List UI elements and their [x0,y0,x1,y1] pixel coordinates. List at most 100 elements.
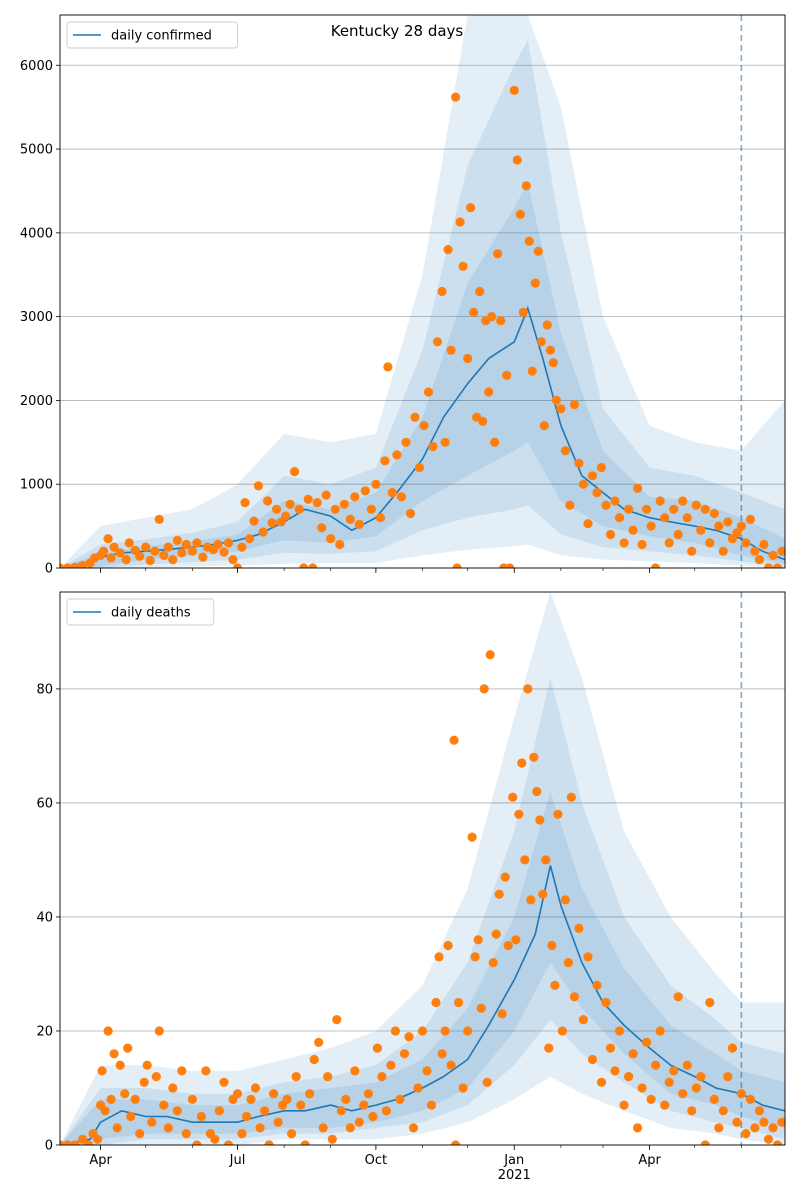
data-point [763,1134,774,1144]
data-point [303,494,313,504]
data-point [219,547,229,557]
data-point [249,516,259,526]
data-point [619,538,629,548]
data-point [624,1072,634,1082]
data-point [232,563,243,568]
data-point [260,1106,270,1116]
data-point [514,809,524,819]
data-point [523,684,533,694]
data-point [678,1089,688,1099]
data-point [269,1089,279,1099]
data-point [642,504,652,514]
data-point [339,499,349,509]
data-point [509,85,519,95]
data-point [172,1106,182,1116]
data-point [505,563,515,568]
data-point [709,508,719,519]
x-tick-label: Apr [638,1153,661,1168]
data-point [508,792,518,802]
data-point [714,521,724,531]
y-tick-label: 60 [36,796,53,811]
data-point [482,1077,492,1087]
data-point [651,563,661,568]
data-point [687,1106,697,1116]
data-point [350,492,360,502]
data-point [139,1077,149,1087]
data-point [487,312,497,322]
data-point [168,1083,178,1093]
data-point [414,462,425,473]
data-point [62,563,73,568]
data-point [664,538,674,548]
data-point [451,1140,461,1145]
x-tick-label: Jul [229,1153,246,1168]
data-point [312,498,322,508]
data-point [354,519,364,530]
data-point [282,1094,292,1104]
data-point [97,1066,107,1076]
data-point [78,560,88,568]
data-point [375,513,385,523]
data-point [655,496,665,506]
data-point [777,1117,785,1127]
data-point [583,952,593,962]
data-point [321,490,331,500]
data-point [736,521,747,531]
plot-area [60,15,785,568]
data-point [360,486,370,496]
data-point [496,316,506,326]
data-point [386,1060,396,1070]
series-line-daily-confirmed [60,305,785,568]
data-point [452,563,462,568]
data-point [565,500,575,510]
data-point [763,563,774,568]
data-point [345,1123,355,1133]
data-point [299,563,309,568]
band-outer [60,15,785,568]
data-point [272,504,282,514]
data-point [601,997,611,1008]
data-point [678,496,688,506]
axes-frame [59,14,786,569]
data-point [437,286,447,297]
data-point [130,1094,140,1104]
data-point [605,1043,616,1053]
data-point [772,1140,783,1145]
data-point [633,1123,643,1133]
data-point [390,1026,400,1036]
data-point [687,546,697,556]
data-point [372,1043,382,1053]
data-point [151,1072,161,1082]
data-point [70,562,80,568]
data-point [336,1106,346,1116]
data-point [578,1015,589,1025]
data-point [741,538,751,548]
x-tick-year-label: 2021 [498,1168,531,1183]
data-point [619,1100,629,1110]
data-point [332,1015,342,1025]
y-tick-label: 4000 [20,226,53,241]
data-point [381,1106,391,1116]
data-point [106,553,116,563]
data-point [750,546,760,556]
data-point [417,1026,428,1036]
data-point [141,542,151,552]
data-point [172,535,182,546]
band-middle [60,40,785,568]
data-point [673,529,683,540]
data-point [484,387,494,397]
data-point [633,483,643,493]
data-point [285,499,295,509]
data-point [521,181,531,191]
data-point [232,1089,243,1099]
data-point [126,1111,136,1122]
data-point [736,1089,747,1099]
data-point [327,1134,337,1144]
data-point [696,525,706,535]
data-point [115,1060,125,1070]
data-point [426,1100,437,1110]
data-point [317,523,327,533]
data-point [78,1134,88,1144]
data-point [723,1072,733,1082]
data-point [553,809,563,819]
